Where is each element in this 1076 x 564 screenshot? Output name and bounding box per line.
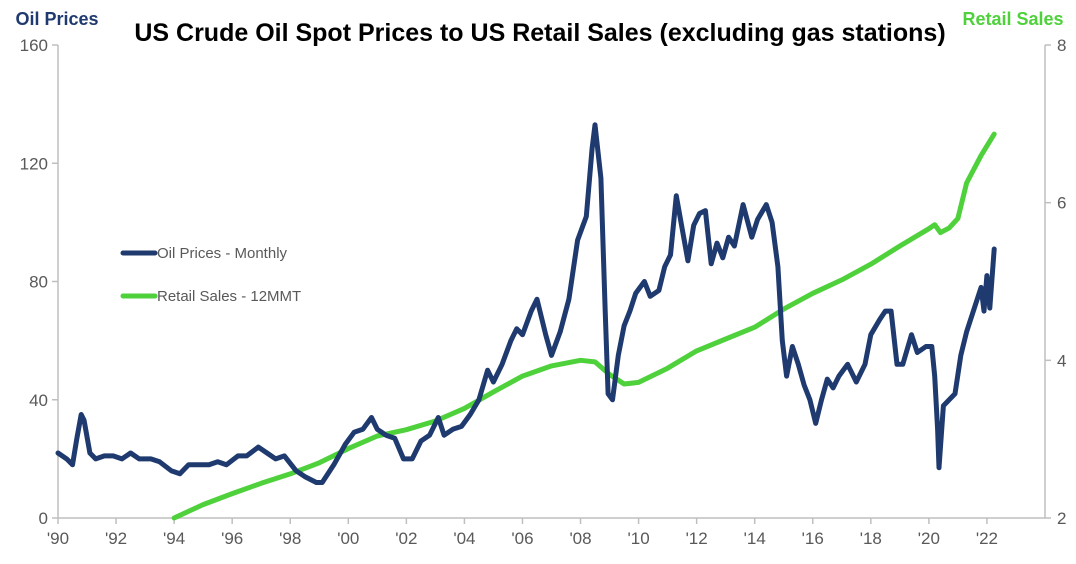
legend-label-oil-prices: Oil Prices - Monthly: [157, 245, 288, 262]
x-tick-label: '16: [802, 529, 824, 548]
left-y-tick-label: 120: [20, 154, 48, 173]
x-tick-label: '04: [453, 529, 475, 548]
x-tick-label: '18: [860, 529, 882, 548]
left-y-axis-ticks: 0 40 80 120 160: [20, 36, 58, 528]
x-tick-label: '20: [918, 529, 940, 548]
x-tick-label: '14: [744, 529, 766, 548]
x-tick-label: '00: [337, 529, 359, 548]
retail-sales-line: [171, 131, 997, 521]
x-tick-label: '96: [221, 529, 243, 548]
x-tick-label: '90: [47, 529, 69, 548]
x-tick-label: '06: [511, 529, 533, 548]
left-y-tick-label: 160: [20, 36, 48, 55]
x-axis-ticks: '90 '92 '94 '96 '98 '00 '02 '04 '06 '08 '10 '12 '14 '…: [47, 518, 998, 548]
x-tick-label: '10: [628, 529, 650, 548]
x-tick-label: '92: [105, 529, 127, 548]
right-y-tick-label: 4: [1057, 351, 1066, 370]
x-tick-label: '12: [686, 529, 708, 548]
left-y-tick-label: 40: [29, 391, 48, 410]
x-tick-label: '98: [279, 529, 301, 548]
left-y-tick-label: 0: [39, 509, 48, 528]
right-y-axis-ticks: 2 4 6 8: [1045, 36, 1066, 528]
x-tick-label: '94: [163, 529, 185, 548]
right-y-tick-label: 2: [1057, 509, 1066, 528]
x-tick-label: '08: [569, 529, 591, 548]
left-y-tick-label: 80: [29, 273, 48, 292]
x-tick-label: '22: [976, 529, 998, 548]
chart-title: US Crude Oil Spot Prices to US Retail Sa…: [134, 19, 945, 47]
right-y-tick-label: 6: [1057, 194, 1066, 213]
left-axis-title: Oil Prices: [15, 9, 98, 29]
right-y-tick-label: 8: [1057, 36, 1066, 55]
legend: Oil Prices - Monthly Retail Sales - 12MM…: [120, 245, 301, 305]
legend-label-retail-sales: Retail Sales - 12MMT: [157, 288, 301, 305]
x-tick-label: '02: [395, 529, 417, 548]
right-axis-title: Retail Sales: [962, 9, 1063, 29]
oil-prices-line: [55, 122, 997, 485]
